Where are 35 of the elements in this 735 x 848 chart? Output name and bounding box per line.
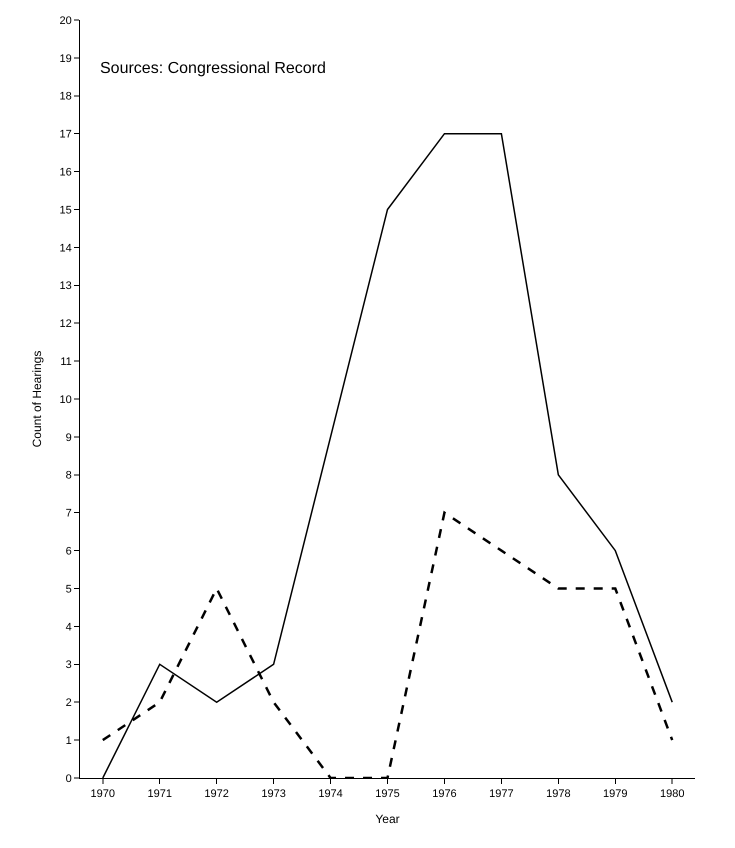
- y-tick-label: 1: [66, 734, 72, 747]
- y-tick-label: 19: [60, 52, 72, 65]
- y-tick-label: 11: [60, 356, 72, 368]
- y-tick-label: 15: [60, 204, 72, 216]
- x-tick-label: 1974: [318, 788, 343, 800]
- x-tick-label: 1976: [432, 788, 457, 800]
- y-tick-label: 4: [66, 621, 72, 634]
- y-tick-label: 9: [66, 432, 72, 444]
- x-tick-label: 1970: [90, 788, 116, 800]
- y-tick-label: 12: [60, 318, 72, 330]
- y-tick-label: 8: [66, 470, 72, 482]
- y-tick-label: 13: [60, 280, 72, 292]
- y-tick-label: 2: [66, 697, 72, 710]
- y-tick-label: 14: [60, 242, 72, 254]
- x-axis-title: Year: [375, 812, 400, 826]
- y-tick-label: 0: [66, 772, 72, 785]
- y-tick-label: 20: [60, 14, 72, 27]
- x-tick-label: 1973: [261, 788, 286, 800]
- annotation: Sources: Congressional Record: [100, 60, 326, 77]
- y-tick-label: 5: [66, 583, 72, 596]
- y-axis-title: Count of Hearings: [30, 350, 44, 448]
- x-tick-label: 1975: [375, 788, 400, 800]
- x-tick-label: 1979: [603, 788, 628, 800]
- x-tick-label: 1980: [660, 788, 684, 800]
- y-tick-label: 6: [66, 545, 72, 558]
- x-tick-label: 1978: [546, 788, 571, 800]
- x-tick-label: 1977: [489, 788, 514, 800]
- x-tick-label: 1971: [147, 788, 172, 800]
- x-tick-label: 1972: [204, 788, 229, 800]
- y-tick-label: 16: [60, 166, 72, 178]
- y-tick-label: 10: [60, 394, 72, 406]
- y-tick-label: 3: [66, 659, 72, 672]
- y-tick-label: 17: [60, 128, 72, 141]
- y-tick-label: 18: [60, 90, 72, 103]
- y-tick-label: 7: [66, 508, 72, 520]
